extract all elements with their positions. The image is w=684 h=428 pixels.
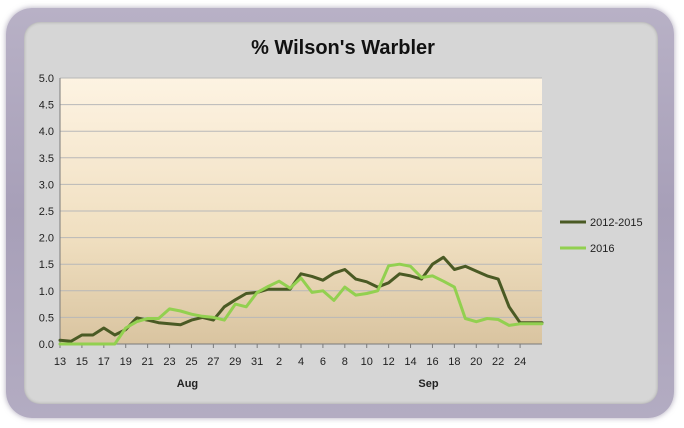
x-axis-ticks: 13 15 17 19 21 23 25 27 29 31 2 4 6 8 10 12 14 16 18 20 22 24 <box>54 344 526 368</box>
month-label: Aug <box>177 378 198 390</box>
y-axis-ticks: 0.0 0.5 1.0 1.5 2.0 2.5 3.0 3.5 4.0 4.5 5.0 <box>39 73 54 351</box>
y-tick-label: 4.0 <box>39 126 54 138</box>
x-tick-label: 27 <box>207 356 219 368</box>
x-tick-label: 23 <box>163 356 175 368</box>
series-line <box>58 255 544 343</box>
y-tick-label: 2.5 <box>39 206 54 218</box>
x-tick-label: 14 <box>404 356 416 368</box>
x-tick-label: 10 <box>361 356 373 368</box>
x-tick-label: 4 <box>298 356 304 368</box>
series-lines <box>58 255 544 346</box>
series-line <box>58 262 544 346</box>
x-tick-label: 8 <box>342 356 348 368</box>
x-tick-label: 15 <box>76 356 88 368</box>
legend-label: 2012-2015 <box>590 217 643 229</box>
x-tick-label: 6 <box>320 356 326 368</box>
x-tick-label: 12 <box>383 356 395 368</box>
x-tick-label: 19 <box>120 356 132 368</box>
x-tick-label: 24 <box>514 356 526 368</box>
y-tick-label: 0.5 <box>39 312 54 324</box>
x-tick-label: 2 <box>276 356 282 368</box>
x-tick-label: 21 <box>142 356 154 368</box>
y-tick-label: 1.5 <box>39 259 54 271</box>
y-tick-label: 2.0 <box>39 233 54 245</box>
x-tick-label: 25 <box>185 356 197 368</box>
x-tick-label: 18 <box>448 356 460 368</box>
y-tick-label: 4.5 <box>39 100 54 112</box>
y-tick-label: 1.0 <box>39 286 54 298</box>
x-tick-label: 16 <box>426 356 438 368</box>
x-tick-label: 22 <box>492 356 504 368</box>
y-tick-label: 3.0 <box>39 179 54 191</box>
month-label: Sep <box>418 378 438 390</box>
month-labels: Aug Sep <box>177 378 439 390</box>
legend-label: 2016 <box>590 243 614 255</box>
x-tick-label: 17 <box>98 356 110 368</box>
y-tick-label: 5.0 <box>39 73 54 85</box>
chart-title: % Wilson's Warbler <box>251 37 435 59</box>
y-tick-label: 3.5 <box>39 153 54 165</box>
x-tick-label: 20 <box>470 356 482 368</box>
legend: 2012-2015 2016 <box>560 217 643 255</box>
x-tick-label: 13 <box>54 356 66 368</box>
y-tick-label: 0.0 <box>39 339 54 351</box>
x-tick-label: 31 <box>251 356 263 368</box>
x-tick-label: 29 <box>229 356 241 368</box>
